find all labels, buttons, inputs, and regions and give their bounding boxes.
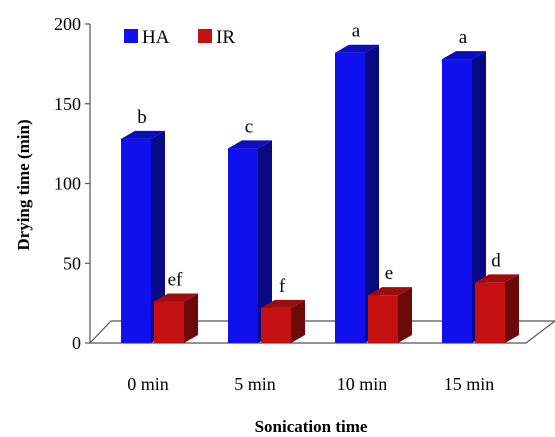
y-tick-label: 200 bbox=[54, 14, 81, 34]
bar-data-label: f bbox=[279, 276, 286, 297]
bar-side-face bbox=[258, 140, 272, 343]
bar-data-label: e bbox=[385, 263, 393, 284]
bar-top-face bbox=[228, 140, 272, 149]
bar-ha-0 bbox=[121, 130, 165, 343]
bar-side-face bbox=[398, 287, 412, 343]
legend: HA IR bbox=[124, 27, 235, 48]
legend-label-ir: IR bbox=[216, 27, 235, 48]
legend-label-ha: HA bbox=[142, 27, 170, 48]
x-axis-title: Sonication time bbox=[255, 417, 368, 436]
x-tick-label: 5 min bbox=[234, 374, 276, 394]
bar-data-label: b bbox=[137, 107, 147, 128]
y-axis-title: Drying time (min) bbox=[14, 119, 33, 250]
bar-top-face bbox=[442, 51, 486, 60]
legend-swatch-ha bbox=[124, 29, 138, 43]
bar-side-face bbox=[184, 293, 198, 343]
bar-side-face bbox=[472, 51, 486, 344]
bar-top-face bbox=[475, 274, 519, 283]
x-tick-label: 10 min bbox=[337, 374, 388, 394]
x-tick-label: 0 min bbox=[127, 374, 169, 394]
bars-group bbox=[121, 44, 519, 344]
bar-front-face bbox=[368, 295, 398, 343]
y-tick-label: 50 bbox=[63, 253, 81, 273]
bar-top-face bbox=[261, 299, 305, 308]
bar-top-face bbox=[368, 287, 412, 296]
bar-ir-1 bbox=[261, 299, 305, 343]
bar-data-label: a bbox=[459, 27, 468, 48]
bar-data-label: c bbox=[245, 116, 253, 137]
y-tick-label: 150 bbox=[54, 94, 81, 114]
bar-data-label: d bbox=[491, 250, 501, 271]
bar-top-face bbox=[121, 130, 165, 139]
labels-group: b c a a ef f e d 0 min 5 min 10 min 15 min bbox=[127, 21, 501, 394]
bar-ha-2 bbox=[335, 44, 379, 344]
bar-data-label: a bbox=[352, 21, 361, 42]
bar-side-face bbox=[151, 130, 165, 343]
bar-front-face bbox=[154, 301, 184, 343]
bar-front-face bbox=[228, 148, 258, 343]
bar-data-label: ef bbox=[168, 270, 183, 291]
bar-top-face bbox=[335, 44, 379, 53]
bar-side-face bbox=[291, 299, 305, 343]
bar-ir-3 bbox=[475, 274, 519, 343]
bar-front-face bbox=[475, 282, 505, 343]
y-axis: 0 50 100 150 200 bbox=[54, 14, 91, 353]
bar-front-face bbox=[261, 307, 291, 343]
bar-front-face bbox=[335, 52, 365, 344]
bar-top-face bbox=[154, 293, 198, 302]
bar-side-face bbox=[505, 274, 519, 343]
x-tick-label: 15 min bbox=[444, 374, 495, 394]
bar-side-face bbox=[365, 44, 379, 344]
bar-front-face bbox=[442, 59, 472, 344]
y-tick-label: 0 bbox=[72, 333, 81, 353]
bar-ir-0 bbox=[154, 293, 198, 343]
bar-ha-1 bbox=[228, 140, 272, 343]
bar-front-face bbox=[121, 138, 151, 343]
bar-ir-2 bbox=[368, 287, 412, 343]
bar-ha-3 bbox=[442, 51, 486, 344]
legend-swatch-ir bbox=[198, 29, 212, 43]
y-tick-label: 100 bbox=[54, 174, 81, 194]
